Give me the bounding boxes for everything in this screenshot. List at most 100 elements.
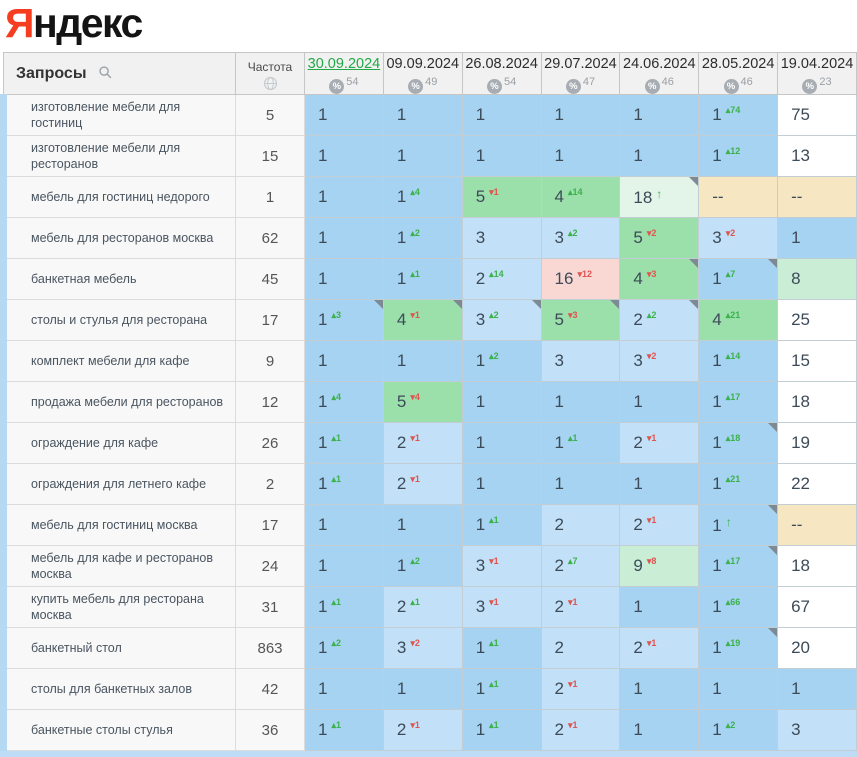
date-label[interactable]: 09.09.2024 (386, 56, 460, 72)
position-cell[interactable]: 1 (461, 94, 542, 136)
position-cell[interactable]: 2 (540, 627, 621, 669)
date-label[interactable]: 24.06.2024 (623, 56, 696, 72)
position-cell[interactable]: 19 (777, 422, 857, 464)
position-cell[interactable]: 1 (698, 668, 779, 710)
position-cell[interactable]: 4 ▴14 (540, 176, 621, 218)
position-cell[interactable]: 2 ▴1 (382, 586, 463, 628)
position-cell[interactable]: 1 ▴1 (461, 709, 542, 751)
date-column-header[interactable]: 30.09.2024% 54 (304, 52, 384, 95)
position-cell[interactable]: 1 ▴1 (540, 422, 621, 464)
position-cell[interactable]: 1 (304, 545, 384, 587)
position-cell[interactable]: 1 (304, 135, 384, 177)
position-cell[interactable]: 2 ▾1 (619, 422, 700, 464)
query-cell[interactable]: мебель для кафе и ресторанов москва (0, 545, 236, 587)
position-cell[interactable]: 22 (777, 463, 857, 505)
position-cell[interactable]: 1 ▴74 (698, 94, 779, 136)
frequency-column-header[interactable]: Частота (235, 52, 305, 95)
position-cell[interactable]: 1 (619, 586, 700, 628)
date-column-header[interactable]: 24.06.2024% 46 (619, 52, 700, 95)
date-column-header[interactable]: 29.07.2024% 47 (540, 52, 621, 95)
query-cell[interactable]: банкетные столы стулья (0, 709, 236, 751)
position-cell[interactable]: 4 ▾3 (619, 258, 700, 300)
position-cell[interactable]: 2 ▾1 (540, 709, 621, 751)
position-cell[interactable]: 1 (777, 217, 857, 259)
position-cell[interactable]: 1 (619, 94, 700, 136)
query-cell[interactable]: мебель для гостиниц москва (0, 504, 236, 546)
position-cell[interactable]: 9 ▾8 (619, 545, 700, 587)
position-cell[interactable]: 1 ▴2 (698, 709, 779, 751)
query-cell[interactable]: изготовление мебели для гостиниц (0, 94, 236, 136)
position-cell[interactable]: 4 ▾1 (382, 299, 463, 341)
position-cell[interactable]: 1 ▴66 (698, 586, 779, 628)
position-cell[interactable]: 25 (777, 299, 857, 341)
date-label[interactable]: 19.04.2024 (780, 56, 854, 72)
position-cell[interactable]: 1 (382, 135, 463, 177)
position-cell[interactable]: 3 ▾2 (698, 217, 779, 259)
position-cell[interactable]: 3 ▾2 (619, 340, 700, 382)
position-cell[interactable]: 8 (777, 258, 857, 300)
position-cell[interactable]: 1 ▴1 (461, 627, 542, 669)
position-cell[interactable]: 3 ▾1 (461, 586, 542, 628)
date-column-header[interactable]: 26.08.2024% 54 (461, 52, 542, 95)
date-column-header[interactable]: 19.04.2024% 23 (777, 52, 857, 95)
position-cell[interactable]: 1 (382, 94, 463, 136)
date-column-header[interactable]: 09.09.2024% 49 (382, 52, 463, 95)
query-cell[interactable]: продажа мебели для ресторанов (0, 381, 236, 423)
position-cell[interactable]: 2 ▴2 (619, 299, 700, 341)
position-cell[interactable]: 1 (619, 381, 700, 423)
position-cell[interactable]: 1 ▴19 (698, 627, 779, 669)
position-cell[interactable]: 2 ▾1 (619, 627, 700, 669)
search-icon[interactable] (98, 65, 113, 80)
position-cell[interactable]: 1 ▴4 (304, 381, 384, 423)
date-label[interactable]: 26.08.2024 (465, 56, 538, 72)
position-cell[interactable]: 1 (777, 668, 857, 710)
position-cell[interactable]: 67 (777, 586, 857, 628)
position-cell[interactable]: 5 ▾4 (382, 381, 463, 423)
position-cell[interactable]: 18 ↑ (619, 176, 700, 218)
date-column-header[interactable]: 28.05.2024% 46 (698, 52, 779, 95)
position-cell[interactable]: 3 (777, 709, 857, 751)
position-cell[interactable]: 1 (382, 504, 463, 546)
position-cell[interactable]: 2 ▴7 (540, 545, 621, 587)
query-cell[interactable]: мебель для гостиниц недорого (0, 176, 236, 218)
position-cell[interactable]: 1 ▴2 (382, 217, 463, 259)
position-cell[interactable]: 1 (619, 463, 700, 505)
position-cell[interactable]: -- (698, 176, 779, 218)
position-cell[interactable]: 1 (540, 94, 621, 136)
position-cell[interactable]: 1 ▴1 (461, 504, 542, 546)
position-cell[interactable]: 1 ▴1 (304, 422, 384, 464)
position-cell[interactable]: 1 ↑ (698, 504, 779, 546)
position-cell[interactable]: 1 (540, 135, 621, 177)
position-cell[interactable]: 1 ▴2 (461, 340, 542, 382)
position-cell[interactable]: 1 ▴14 (698, 340, 779, 382)
position-cell[interactable]: 2 ▾1 (382, 422, 463, 464)
position-cell[interactable]: 1 (619, 668, 700, 710)
position-cell[interactable]: 1 ▴4 (382, 176, 463, 218)
query-cell[interactable]: мебель для ресторанов москва (0, 217, 236, 259)
position-cell[interactable]: 1 ▴18 (698, 422, 779, 464)
position-cell[interactable]: 3 ▾1 (461, 545, 542, 587)
position-cell[interactable]: 1 ▴7 (698, 258, 779, 300)
position-cell[interactable]: 1 (619, 709, 700, 751)
position-cell[interactable]: 18 (777, 381, 857, 423)
position-cell[interactable]: 3 ▾2 (382, 627, 463, 669)
position-cell[interactable]: 1 ▴17 (698, 381, 779, 423)
queries-column-header[interactable]: Запросы (3, 52, 236, 95)
position-cell[interactable]: -- (777, 176, 857, 218)
position-cell[interactable]: 1 (304, 217, 384, 259)
position-cell[interactable]: 2 ▾1 (382, 709, 463, 751)
position-cell[interactable]: 5 ▾3 (540, 299, 621, 341)
position-cell[interactable]: 1 ▴1 (461, 668, 542, 710)
query-cell[interactable]: банкетный стол (0, 627, 236, 669)
query-cell[interactable]: купить мебель для ресторана москва (0, 586, 236, 628)
date-label[interactable]: 28.05.2024 (701, 56, 775, 72)
position-cell[interactable]: 15 (777, 340, 857, 382)
position-cell[interactable]: 2 ▾1 (540, 586, 621, 628)
position-cell[interactable]: 13 (777, 135, 857, 177)
position-cell[interactable]: 1 (540, 381, 621, 423)
position-cell[interactable]: 1 ▴1 (304, 586, 384, 628)
position-cell[interactable]: -- (777, 504, 857, 546)
query-cell[interactable]: столы для банкетных залов (0, 668, 236, 710)
position-cell[interactable]: 3 (540, 340, 621, 382)
position-cell[interactable]: 1 (461, 463, 542, 505)
